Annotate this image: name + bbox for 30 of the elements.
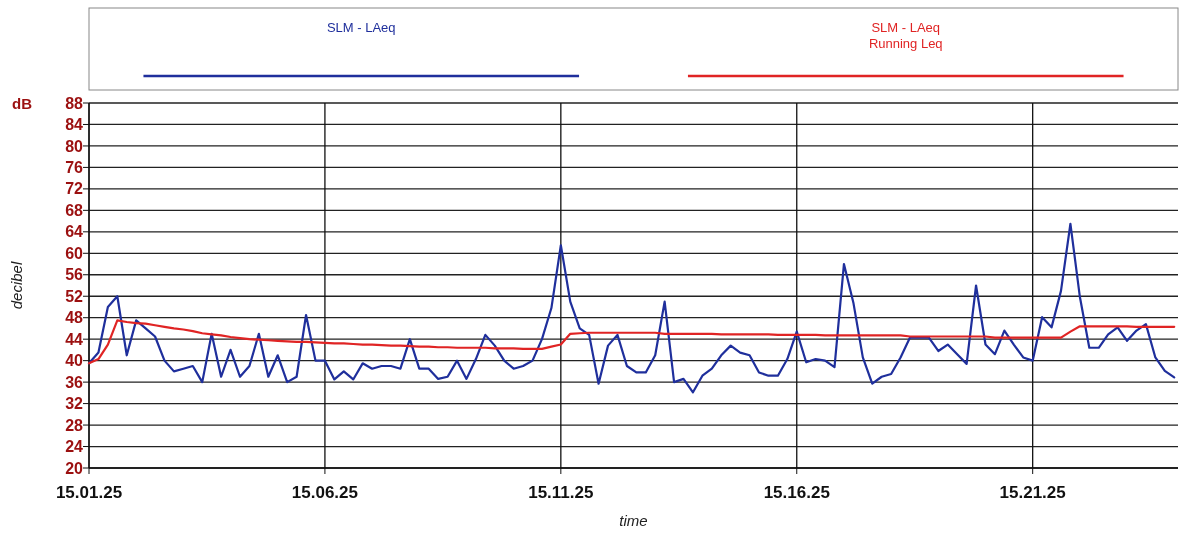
y-tick-label: 40 [65, 352, 84, 370]
y-tick-label: 56 [65, 266, 84, 284]
x-tick-label: 15.11.25 [528, 483, 594, 502]
y-tick-label: 84 [65, 116, 84, 134]
text: dB [12, 95, 33, 112]
y-tick-label: 20 [65, 459, 84, 477]
y-tick-label: 68 [65, 201, 84, 219]
y-tick-label: 28 [65, 416, 84, 434]
y-tick-label: 24 [65, 438, 84, 456]
x-tick-label: 15.21.25 [999, 483, 1066, 502]
y-tick-label: 44 [65, 330, 84, 348]
x-tick-label: 15.06.25 [291, 483, 359, 502]
y-tick-label: 88 [65, 94, 84, 112]
y-axis-title: decibel [8, 261, 25, 310]
text: SLM - LAeq [326, 20, 396, 35]
line-series [87, 222, 1176, 394]
x-tick-label: 15.16.25 [763, 483, 830, 502]
y-tick-label: 60 [65, 244, 84, 262]
y-tick-label: 64 [65, 223, 84, 241]
y-tick-label: 36 [65, 373, 84, 391]
x-axis-title: time [619, 512, 648, 529]
y-tick-label: 76 [65, 159, 84, 177]
y-tick-label: 72 [65, 180, 84, 198]
text: SLM - LAeq Running Leq [868, 20, 943, 51]
x-tick-label: 15.01.25 [55, 483, 123, 502]
y-tick-label: 80 [65, 137, 84, 155]
y-tick-label: 32 [65, 395, 84, 413]
y-tick-label: 48 [65, 309, 84, 327]
y-tick-label: 52 [65, 287, 84, 305]
line-series [87, 319, 1176, 365]
